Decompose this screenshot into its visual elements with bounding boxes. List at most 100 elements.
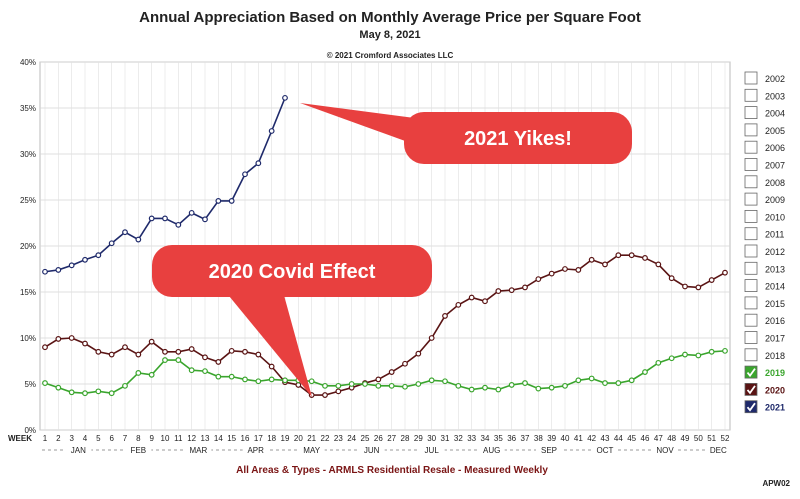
point-2020 <box>535 276 542 283</box>
point-2020 <box>82 340 88 347</box>
x-tick-label: 35 <box>494 434 503 443</box>
legend-box-2020 <box>744 382 758 396</box>
y-tick-label: 10% <box>20 334 36 343</box>
x-tick-label: 26 <box>374 434 383 443</box>
month-label: NOV <box>656 446 674 455</box>
month-label: MAR <box>189 446 207 455</box>
series-line-2020 <box>44 254 726 396</box>
x-tick-label: 48 <box>667 434 676 443</box>
point-2020 <box>455 301 462 308</box>
x-tick-label: 47 <box>654 434 663 443</box>
point-2019 <box>442 378 448 385</box>
x-tick-label: 27 <box>387 434 396 443</box>
point-2020 <box>215 359 222 365</box>
x-tick-label: 37 <box>521 434 530 443</box>
point-2020 <box>562 266 568 272</box>
point-2020 <box>642 255 648 261</box>
month-label-bg <box>478 444 505 455</box>
point-2020 <box>108 351 115 358</box>
point-2020 <box>695 284 702 291</box>
legend-box-2004 <box>744 106 758 119</box>
point-2021 <box>162 215 168 222</box>
legend-box-2009 <box>744 192 758 206</box>
point-2020 <box>148 338 155 345</box>
point-2020 <box>242 348 248 355</box>
x-axis-label: WEEK <box>8 434 32 443</box>
legend-label-2015: 2015 <box>765 299 785 309</box>
point-2020 <box>615 252 622 259</box>
chart-title: Annual Appreciation Based on Monthly Ave… <box>139 9 641 26</box>
point-2021 <box>135 236 142 243</box>
legend-box-2013 <box>744 261 758 275</box>
x-tick-label: 42 <box>587 434 596 443</box>
y-tick-label: 25% <box>20 196 36 205</box>
month-label-bg <box>65 444 92 455</box>
point-2019 <box>188 367 195 374</box>
legend-box-2006 <box>744 140 758 154</box>
point-2020 <box>388 369 395 375</box>
point-2020 <box>508 287 515 294</box>
point-2020 <box>135 351 142 358</box>
y-tick-label: 20% <box>20 242 36 251</box>
month-label: DEC <box>710 446 727 455</box>
legend-label-2011: 2011 <box>765 230 784 240</box>
x-tick-label: 38 <box>534 434 543 443</box>
x-tick-label: 12 <box>187 434 196 443</box>
x-tick-label: 17 <box>254 434 263 443</box>
point-2019 <box>428 377 435 384</box>
point-2019 <box>95 388 102 395</box>
point-2019 <box>508 382 515 388</box>
point-2019 <box>335 382 342 389</box>
x-tick-label: 34 <box>481 434 490 443</box>
point-2019 <box>575 377 582 384</box>
point-2019 <box>628 377 635 384</box>
point-2020 <box>295 382 302 388</box>
month-label-bg <box>592 444 618 455</box>
point-2019 <box>362 381 368 387</box>
point-2020 <box>708 277 715 283</box>
point-2021 <box>255 160 262 167</box>
x-tick-label: 33 <box>467 434 476 443</box>
callout-2021: 2021 Yikes! <box>300 103 632 164</box>
x-tick-label: 29 <box>414 434 423 443</box>
legend-label-2008: 2008 <box>765 178 785 188</box>
legend-check-icon <box>746 385 756 395</box>
callout-2020-text: 2020 Covid Effect <box>209 261 376 283</box>
legend-label-2006: 2006 <box>765 143 785 153</box>
point-2021 <box>122 229 128 236</box>
point-2021 <box>175 221 182 228</box>
legend-label-2007: 2007 <box>765 161 785 171</box>
legend-box-2011 <box>744 227 758 241</box>
legend-box-2017 <box>744 331 758 344</box>
point-2019 <box>695 352 702 359</box>
point-2019 <box>668 355 675 362</box>
point-2021 <box>95 252 102 259</box>
point-2019 <box>682 351 688 358</box>
legend-box-2021 <box>744 400 758 414</box>
x-tick-label: 43 <box>601 434 610 443</box>
point-2019 <box>455 382 462 389</box>
point-2021 <box>242 171 248 178</box>
x-tick-label: 18 <box>267 434 276 443</box>
point-2019 <box>242 376 248 383</box>
legend-check-icon <box>746 402 756 412</box>
x-tick-label: 15 <box>227 434 236 443</box>
y-tick-label: 40% <box>20 58 36 67</box>
x-tick-label: 51 <box>707 434 716 443</box>
point-2020 <box>122 344 128 351</box>
month-label: FEB <box>131 446 147 455</box>
x-tick-label: 3 <box>69 434 74 443</box>
legend-label-2021: 2021 <box>765 403 785 413</box>
x-tick-label: 32 <box>454 434 463 443</box>
month-label-bg <box>652 444 678 455</box>
point-2019 <box>468 386 475 393</box>
callout-2021-text: 2021 Yikes! <box>464 128 572 150</box>
callout-2021-pointer <box>300 103 430 150</box>
x-tick-label: 11 <box>174 434 183 443</box>
month-label-bg <box>418 444 445 455</box>
point-2020 <box>548 270 555 277</box>
legend-label-2018: 2018 <box>765 351 785 361</box>
point-2021 <box>148 215 155 222</box>
legend-label-2002: 2002 <box>765 74 785 84</box>
point-2021 <box>202 216 208 223</box>
